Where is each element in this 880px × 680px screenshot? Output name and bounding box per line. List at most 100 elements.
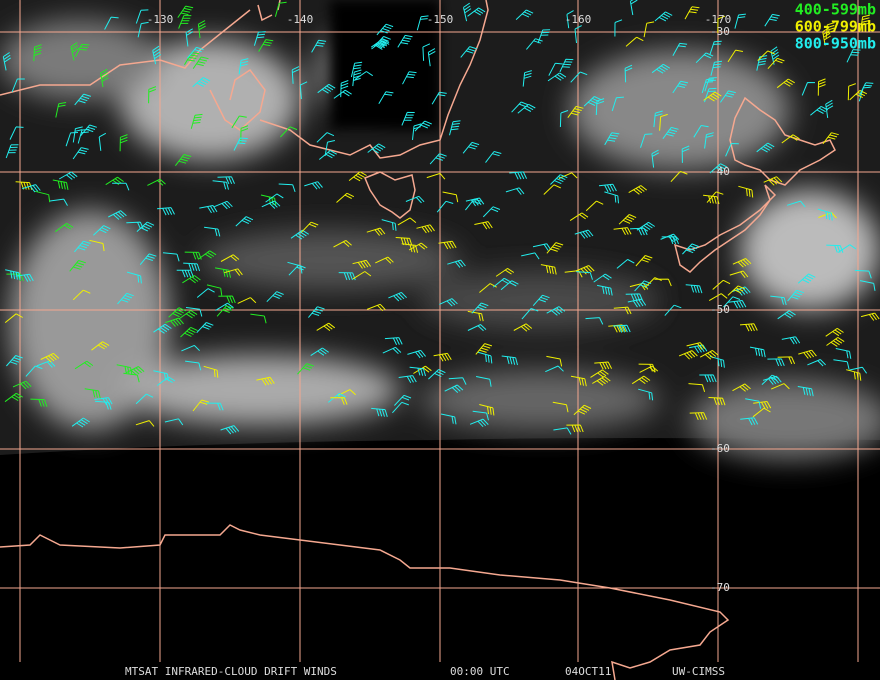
wind-barb [206, 284, 223, 296]
lat-label: -50 [710, 303, 730, 316]
wind-barb [826, 244, 844, 253]
wind-barb [612, 324, 631, 333]
wind-barb [52, 179, 69, 190]
wind-barb [119, 134, 128, 152]
wind-barb [505, 187, 525, 195]
wind-barb [574, 25, 582, 44]
wind-barb [570, 71, 588, 83]
grid-labels: -130 -140 -150 -160 -170 -30 -40 -50 -60… [147, 13, 732, 594]
wind-barb [153, 323, 172, 334]
wind-barb [500, 280, 519, 291]
wind-barb [817, 78, 826, 96]
wind-barb [635, 255, 653, 267]
wind-barb [734, 13, 746, 29]
wind-barb [4, 392, 23, 403]
wind-barb [235, 216, 254, 227]
wind-barb [767, 57, 785, 70]
wind-barb [604, 191, 619, 204]
wind-barb [233, 137, 248, 151]
wind-barb [770, 46, 780, 65]
wind-barb [585, 317, 604, 325]
wind-barb [431, 91, 447, 105]
wind-barb [569, 212, 589, 222]
wind-barb [597, 284, 613, 296]
wind-barb [72, 126, 83, 143]
wind-barb [337, 389, 356, 397]
wind-barb [570, 375, 587, 387]
wind-barb [604, 132, 620, 146]
wind-barb [732, 383, 751, 392]
wind-barb [324, 140, 336, 156]
wind-barb [371, 407, 388, 417]
wind-barb [55, 222, 74, 233]
lon-label: -130 [147, 13, 174, 26]
wind-barb [654, 11, 673, 22]
wind-barb [625, 36, 644, 47]
lon-label: -170 [705, 13, 732, 26]
wind-barb [250, 313, 267, 324]
wind-barb [495, 267, 515, 277]
wind-barb [427, 48, 436, 67]
wind-barb [797, 386, 814, 397]
wind-barb [135, 9, 149, 24]
wind-barb [708, 293, 728, 302]
wind-barb [654, 278, 672, 287]
wind-barb [583, 96, 602, 107]
wind-barb [397, 34, 413, 48]
wind-barb [378, 91, 394, 105]
wind-barb [594, 361, 613, 370]
wind-barb [547, 72, 567, 82]
wind-barb [611, 96, 624, 112]
wind-barb [69, 260, 86, 272]
wind-barb [501, 355, 518, 366]
wind-barb [849, 90, 868, 101]
wind-barb [198, 250, 217, 260]
wind-barb [126, 271, 142, 284]
footer-source: UW-CIMSS [672, 665, 725, 678]
wind-barb [436, 200, 454, 213]
wind-barb [224, 268, 243, 276]
wind-barb [177, 5, 194, 18]
wind-barb [407, 349, 426, 359]
wind-barb [2, 52, 11, 71]
wind-barbs [2, 0, 880, 435]
wind-barb [395, 237, 413, 246]
wind-barb [397, 217, 417, 226]
wind-barb [704, 132, 714, 149]
wind-barb [479, 404, 495, 416]
wind-barb [266, 291, 284, 303]
wind-barb [196, 288, 215, 298]
wind-barb [521, 308, 539, 320]
wind-barb [310, 347, 329, 357]
wind-barb [689, 412, 708, 420]
wind-barb [199, 205, 218, 214]
wind-barb [463, 2, 472, 22]
wind-barb [592, 375, 611, 386]
wind-barb [49, 198, 68, 206]
wind-barb [316, 132, 335, 143]
wind-barb [392, 401, 409, 414]
lon-label: -150 [427, 13, 454, 26]
wind-barb [745, 398, 762, 409]
wind-barb [545, 365, 564, 373]
wind-barb [624, 64, 633, 83]
wind-barb [394, 394, 412, 406]
wind-barb [822, 27, 831, 46]
wind-barb [184, 52, 200, 65]
wind-barb [616, 259, 635, 269]
lat-label: -40 [710, 165, 730, 178]
wind-barb [278, 183, 296, 193]
wind-barb [703, 91, 722, 102]
wind-barb [810, 105, 829, 116]
wind-barb [428, 369, 446, 380]
wind-barb [348, 171, 367, 182]
wind-barb [117, 292, 134, 305]
wind-barb [33, 44, 42, 62]
wind-barb [231, 115, 247, 129]
wind-barb [126, 221, 144, 230]
wind-barb [65, 132, 79, 147]
wind-barb [643, 21, 655, 38]
wind-barb [472, 410, 489, 421]
wind-barb [185, 360, 202, 371]
